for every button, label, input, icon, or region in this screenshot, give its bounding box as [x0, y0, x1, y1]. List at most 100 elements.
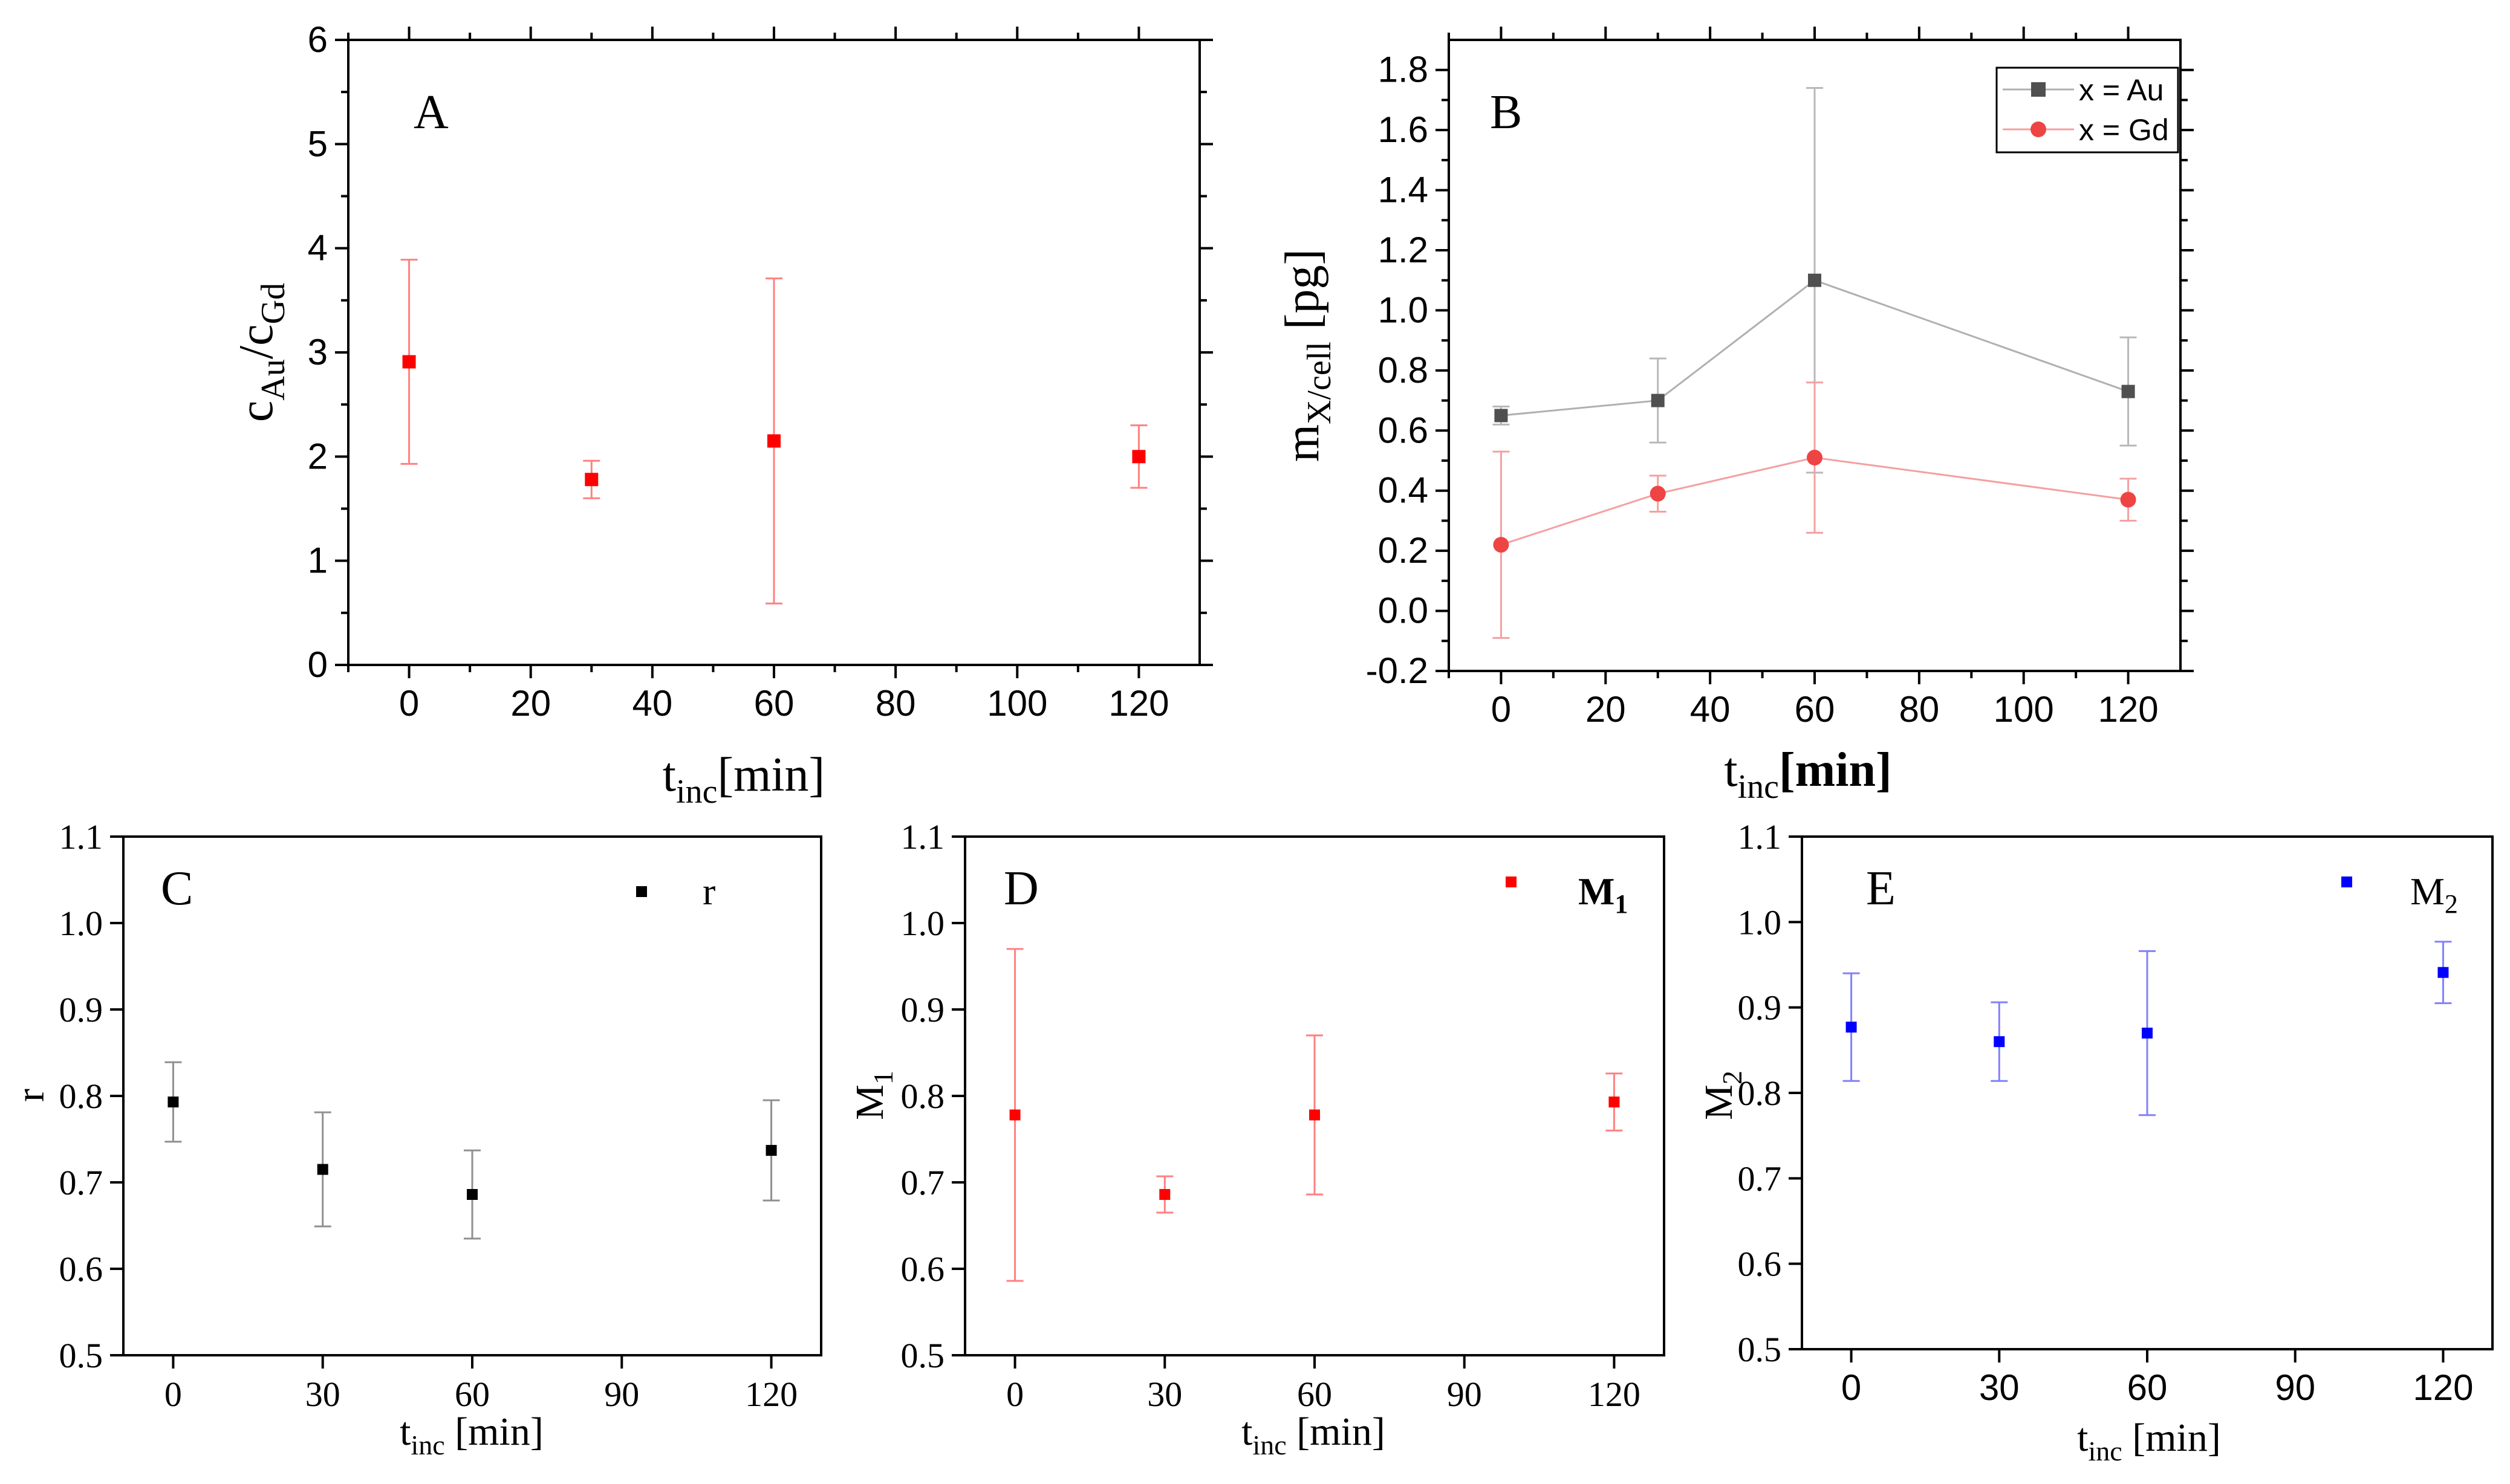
panel-b-series-line — [1501, 279, 2129, 416]
panel-d-data-point — [1009, 1109, 1021, 1121]
panel-a-y-axis-title-part: /c — [230, 324, 283, 359]
panel-b-y-axis-title-part: m — [1276, 424, 1329, 462]
panel-b-legend-au-marker — [2031, 82, 2046, 97]
panel-b-data-point — [2120, 491, 2136, 508]
panel-c-xtick-label: 60 — [455, 1375, 490, 1414]
panel-c-legend: r — [636, 870, 715, 913]
panel-a-ytick-label: 3 — [308, 332, 328, 372]
panel-e-xtick-label: 120 — [2413, 1367, 2473, 1408]
panel-c-ytick-label: 1.0 — [59, 904, 103, 943]
panel-c-y-axis-title: r — [8, 1089, 53, 1102]
panel-b-data-point — [1808, 273, 1821, 287]
panel-a-x-axis-title: tinc[min] — [663, 748, 825, 811]
panel-d-ytick-label: 0.6 — [901, 1249, 945, 1289]
panel-a-ytick-label: 6 — [308, 19, 328, 60]
panel-e-ytick-label: 0.6 — [1738, 1245, 1782, 1284]
panel-d-x-axis-title: tinc [min] — [1241, 1410, 1385, 1460]
panel-a-xtick-label: 80 — [876, 683, 916, 724]
panel-a-x-axis-title-rest: [min] — [717, 748, 825, 802]
panel-d: D 0 30 60 90 120 0.50.60.70.80.91.01.1 M1 ti… — [848, 817, 1665, 1460]
panel-c-ytick-label: 1.1 — [59, 817, 103, 857]
panel-a-y-axis-title-part: c — [230, 401, 283, 423]
panel-a: A 0 20 40 60 80 100 120 0 1 2 3 4 5 6 tinc[min] cAu/… — [230, 19, 1213, 811]
panel-c-ytick-label: 0.9 — [59, 990, 103, 1029]
panel-c-xtick-label: 0 — [164, 1375, 182, 1414]
panel-b-letter: B — [1490, 86, 1522, 139]
panel-c-x-axis-title-rest: [min] — [445, 1410, 544, 1454]
panel-c-yticks: 0.5 0.6 0.7 0.8 0.9 1.0 1.1 — [59, 817, 123, 1375]
panel-e-legend-label-sub: 2 — [2445, 889, 2458, 919]
panel-a-data-point — [402, 355, 416, 369]
panel-b-legend-gd-marker — [2030, 122, 2046, 137]
panel-d-legend: M1 — [1506, 870, 1628, 919]
panel-b-xtick-label: 40 — [1690, 689, 1731, 730]
panel-d-legend-label-main: M — [1578, 870, 1614, 913]
panel-e-xtick-label: 0 — [1841, 1367, 1861, 1408]
panel-d-marks — [1006, 948, 1623, 1282]
panel-b-ytick-label: -0.2 — [1366, 650, 1428, 691]
panel-d-ytick-label: 0.8 — [901, 1077, 945, 1116]
panel-a-data-point — [1132, 450, 1146, 464]
panel-b-xtick-label: 20 — [1585, 689, 1626, 730]
panel-b-marks — [1492, 87, 2137, 639]
panel-e-y-axis-title-part: 2 — [1717, 1071, 1748, 1084]
panel-e-y-axis-title: M2 — [1697, 1071, 1748, 1120]
panel-c: C 0 30 60 90 120 0.5 0.6 0.7 0.8 0.9 1.0 1.1 r tin… — [8, 817, 822, 1460]
panel-b-legend-au-label: x = Au — [2079, 73, 2164, 107]
panel-d-xtick-label: 0 — [1006, 1375, 1024, 1414]
panel-a-x-axis-title-sub: inc — [676, 773, 717, 811]
panel-c-xtick-label: 90 — [604, 1375, 639, 1414]
panel-a-ytick-label: 4 — [308, 228, 328, 268]
panel-c-legend-label: r — [703, 870, 715, 913]
panel-e-xtick-label: 30 — [1979, 1367, 2020, 1408]
panel-c-x-axis-title: tinc [min] — [400, 1410, 544, 1460]
panel-d-yticks: 0.5 0.6 0.7 0.8 0.9 1.0 1.1 — [901, 817, 965, 1375]
panel-b-data-point — [2121, 384, 2135, 398]
panel-c-ytick-label: 0.5 — [59, 1336, 103, 1375]
panel-b-data-point — [1651, 394, 1665, 407]
panel-a-xticks: 0 20 40 60 80 100 120 — [347, 27, 1169, 724]
panel-e-legend-label: M2 — [2410, 870, 2458, 919]
panel-b-x-axis-title: tinc[min] — [1724, 744, 1891, 806]
panel-e-xtick-label: 90 — [2275, 1367, 2315, 1408]
panel-c-marks — [164, 1061, 780, 1240]
panel-a-data-point — [767, 434, 781, 448]
panel-e-x-axis-title-main: t — [2077, 1416, 2088, 1460]
panel-b-data-point — [1494, 409, 1508, 423]
panel-e: E 0 30 60 90 120 0.50.60.70.80.91.01.1 M2 ti… — [1697, 817, 2494, 1466]
panel-b-data-point — [1650, 485, 1666, 502]
panel-b-y-axis-title-part: X/cell — [1301, 342, 1338, 424]
panel-a-ytick-label: 0 — [308, 644, 328, 685]
panel-b: B 0 20 40 60 80 100 120 -0.2 0.0 0.2 0.4 0.6 0.8 1.0… — [1276, 27, 2194, 806]
panel-a-xtick-label: 40 — [632, 683, 672, 724]
panel-b-ytick-label: 0.0 — [1378, 591, 1428, 631]
panel-e-x-axis-title: tinc [min] — [2077, 1416, 2221, 1466]
panel-e-ytick-label: 1.1 — [1738, 817, 1782, 857]
panel-c-data-point — [317, 1164, 328, 1175]
panel-c-xticks: 0 30 60 90 120 — [164, 1355, 798, 1414]
panel-b-ytick-label: 1.0 — [1378, 290, 1428, 330]
panel-a-xtick-label: 100 — [987, 683, 1047, 724]
panel-d-ytick-label: 0.5 — [901, 1336, 945, 1375]
panel-a-data-point — [585, 473, 599, 487]
panel-e-legend-marker — [2341, 876, 2352, 887]
panel-b-ytick-label: 0.2 — [1378, 530, 1428, 571]
panel-d-legend-label-sub: 1 — [1614, 889, 1628, 919]
panel-b-xtick-label: 0 — [1491, 689, 1511, 730]
panel-c-x-axis-title-main: t — [400, 1410, 411, 1454]
panel-d-ytick-label: 1.0 — [901, 904, 945, 943]
panel-c-x-axis-title-sub: inc — [411, 1430, 445, 1460]
panel-b-ytick-label: 1.8 — [1378, 50, 1428, 90]
panel-d-data-point — [1608, 1097, 1620, 1108]
panel-b-ytick-label: 1.4 — [1378, 170, 1428, 210]
panel-b-ytick-label: 1.6 — [1378, 109, 1428, 150]
panel-e-y-axis-title-part: M — [1697, 1084, 1741, 1120]
panel-a-y-axis-title-part: Gd — [255, 283, 292, 324]
panel-b-xtick-label: 80 — [1899, 689, 1939, 730]
panel-b-series-line — [1500, 456, 2128, 546]
panel-a-xtick-label: 120 — [1108, 683, 1169, 724]
panel-b-legend-gd-label: x = Gd — [2079, 113, 2169, 147]
panel-e-xtick-label: 60 — [2127, 1367, 2168, 1408]
panel-e-ytick-label: 0.9 — [1738, 988, 1782, 1028]
